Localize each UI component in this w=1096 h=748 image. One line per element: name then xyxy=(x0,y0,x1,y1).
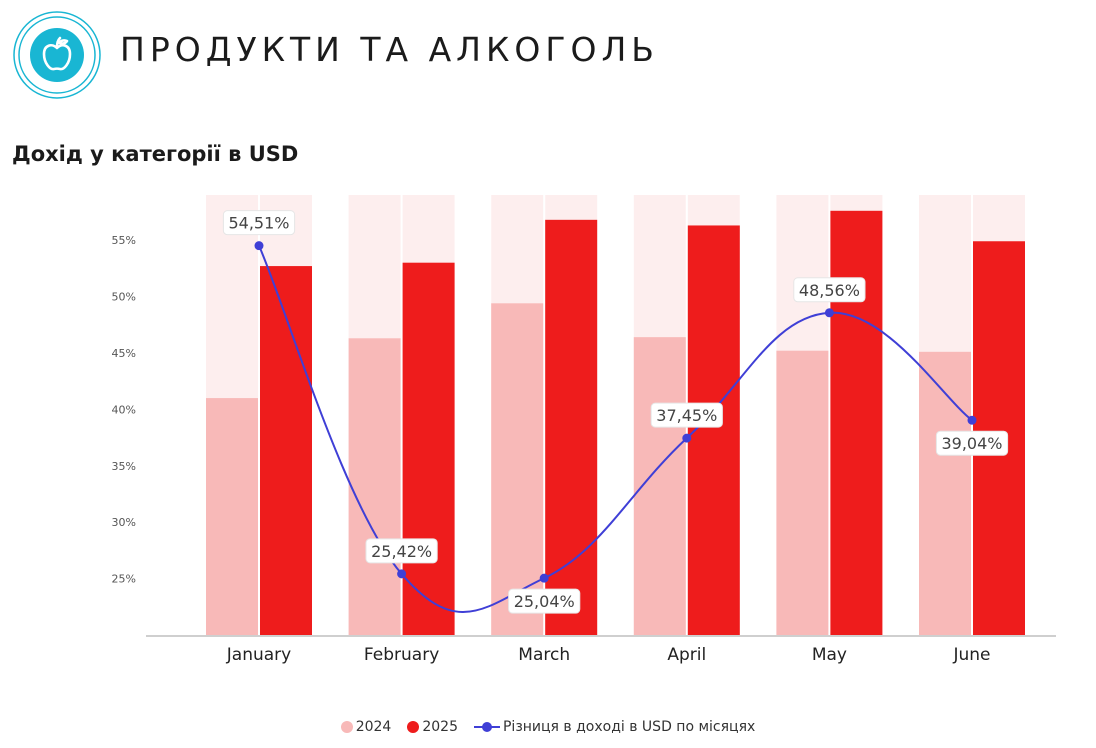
bar-2024-february xyxy=(348,338,401,635)
chart-title: Дохід у категорії в USD xyxy=(12,142,299,166)
data-label-box xyxy=(365,538,438,564)
data-label: 25,04% xyxy=(508,588,581,614)
bar-2025-march xyxy=(545,219,598,636)
y-tick-label: 45% xyxy=(112,347,136,360)
bar-2024-june xyxy=(919,351,971,635)
data-label-text: 25,42% xyxy=(371,542,432,561)
bar-2025-april xyxy=(687,225,740,635)
difference-point xyxy=(967,415,977,425)
data-label: 54,51% xyxy=(222,210,296,236)
data-label: 39,04% xyxy=(935,430,1009,456)
bar-2024-march xyxy=(491,303,544,635)
legend-swatch-difference xyxy=(473,721,500,733)
legend-item-2025: 2025 xyxy=(407,719,458,735)
difference-point xyxy=(539,573,549,583)
x-tick-label: February xyxy=(364,645,439,665)
legend-swatch-2024 xyxy=(340,721,353,733)
data-label-text: 54,51% xyxy=(228,214,289,233)
difference-point xyxy=(397,569,407,579)
y-tick-label: 40% xyxy=(112,403,136,416)
legend-item-2024: 2024 xyxy=(340,719,392,735)
data-label-box xyxy=(650,402,723,428)
bar-2025-january xyxy=(260,266,312,635)
difference-point xyxy=(824,308,834,318)
x-tick-label: May xyxy=(812,645,847,665)
data-label: 48,56% xyxy=(793,277,866,303)
y-tick-label: 25% xyxy=(112,573,136,586)
x-tick-label: April xyxy=(667,645,706,665)
y-tick-label: 35% xyxy=(112,460,136,473)
income-chart: January February March April May June 25% 30% 35… xyxy=(112,195,1056,665)
legend-item-difference: Різниця в доході в USD по місяцях xyxy=(473,719,756,735)
legend-label-2024: 2024 xyxy=(355,719,392,735)
category-logo xyxy=(13,11,101,99)
data-label-text: 39,04% xyxy=(941,434,1002,453)
difference-point xyxy=(682,433,692,443)
y-tick-label: 50% xyxy=(112,291,136,304)
page-title: ПРОДУКТИ ТА АЛКОГОЛЬ xyxy=(120,30,659,69)
apple-icon xyxy=(42,36,72,71)
y-tick-label: 55% xyxy=(112,234,136,247)
chart-legend: 2024 2025 Різниця в доході в USD по міся… xyxy=(0,719,1096,735)
bar-2025-may xyxy=(830,210,883,636)
bar-2024-january xyxy=(206,398,258,635)
difference-line xyxy=(258,245,973,613)
y-tick-label: 30% xyxy=(112,516,136,529)
legend-swatch-2025 xyxy=(407,721,420,733)
x-tick-label: June xyxy=(952,645,990,665)
data-label-box xyxy=(222,210,296,236)
difference-point xyxy=(254,241,264,251)
data-label-box xyxy=(508,588,581,614)
bar-2024-may xyxy=(776,350,829,635)
x-tick-label: January xyxy=(226,645,291,665)
x-tick-label: March xyxy=(518,645,570,665)
legend-label-2025: 2025 xyxy=(422,719,458,735)
data-label-box xyxy=(793,277,866,303)
data-label: 37,45% xyxy=(650,402,723,428)
data-label-text: 48,56% xyxy=(799,281,860,300)
legend-label-difference: Різниця в доході в USD по місяцях xyxy=(502,719,756,735)
data-label-text: 37,45% xyxy=(656,406,717,425)
data-label-box xyxy=(935,430,1009,456)
data-label-text: 25,04% xyxy=(514,592,575,611)
bar-2025-february xyxy=(402,262,455,635)
data-label: 25,42% xyxy=(365,538,438,564)
